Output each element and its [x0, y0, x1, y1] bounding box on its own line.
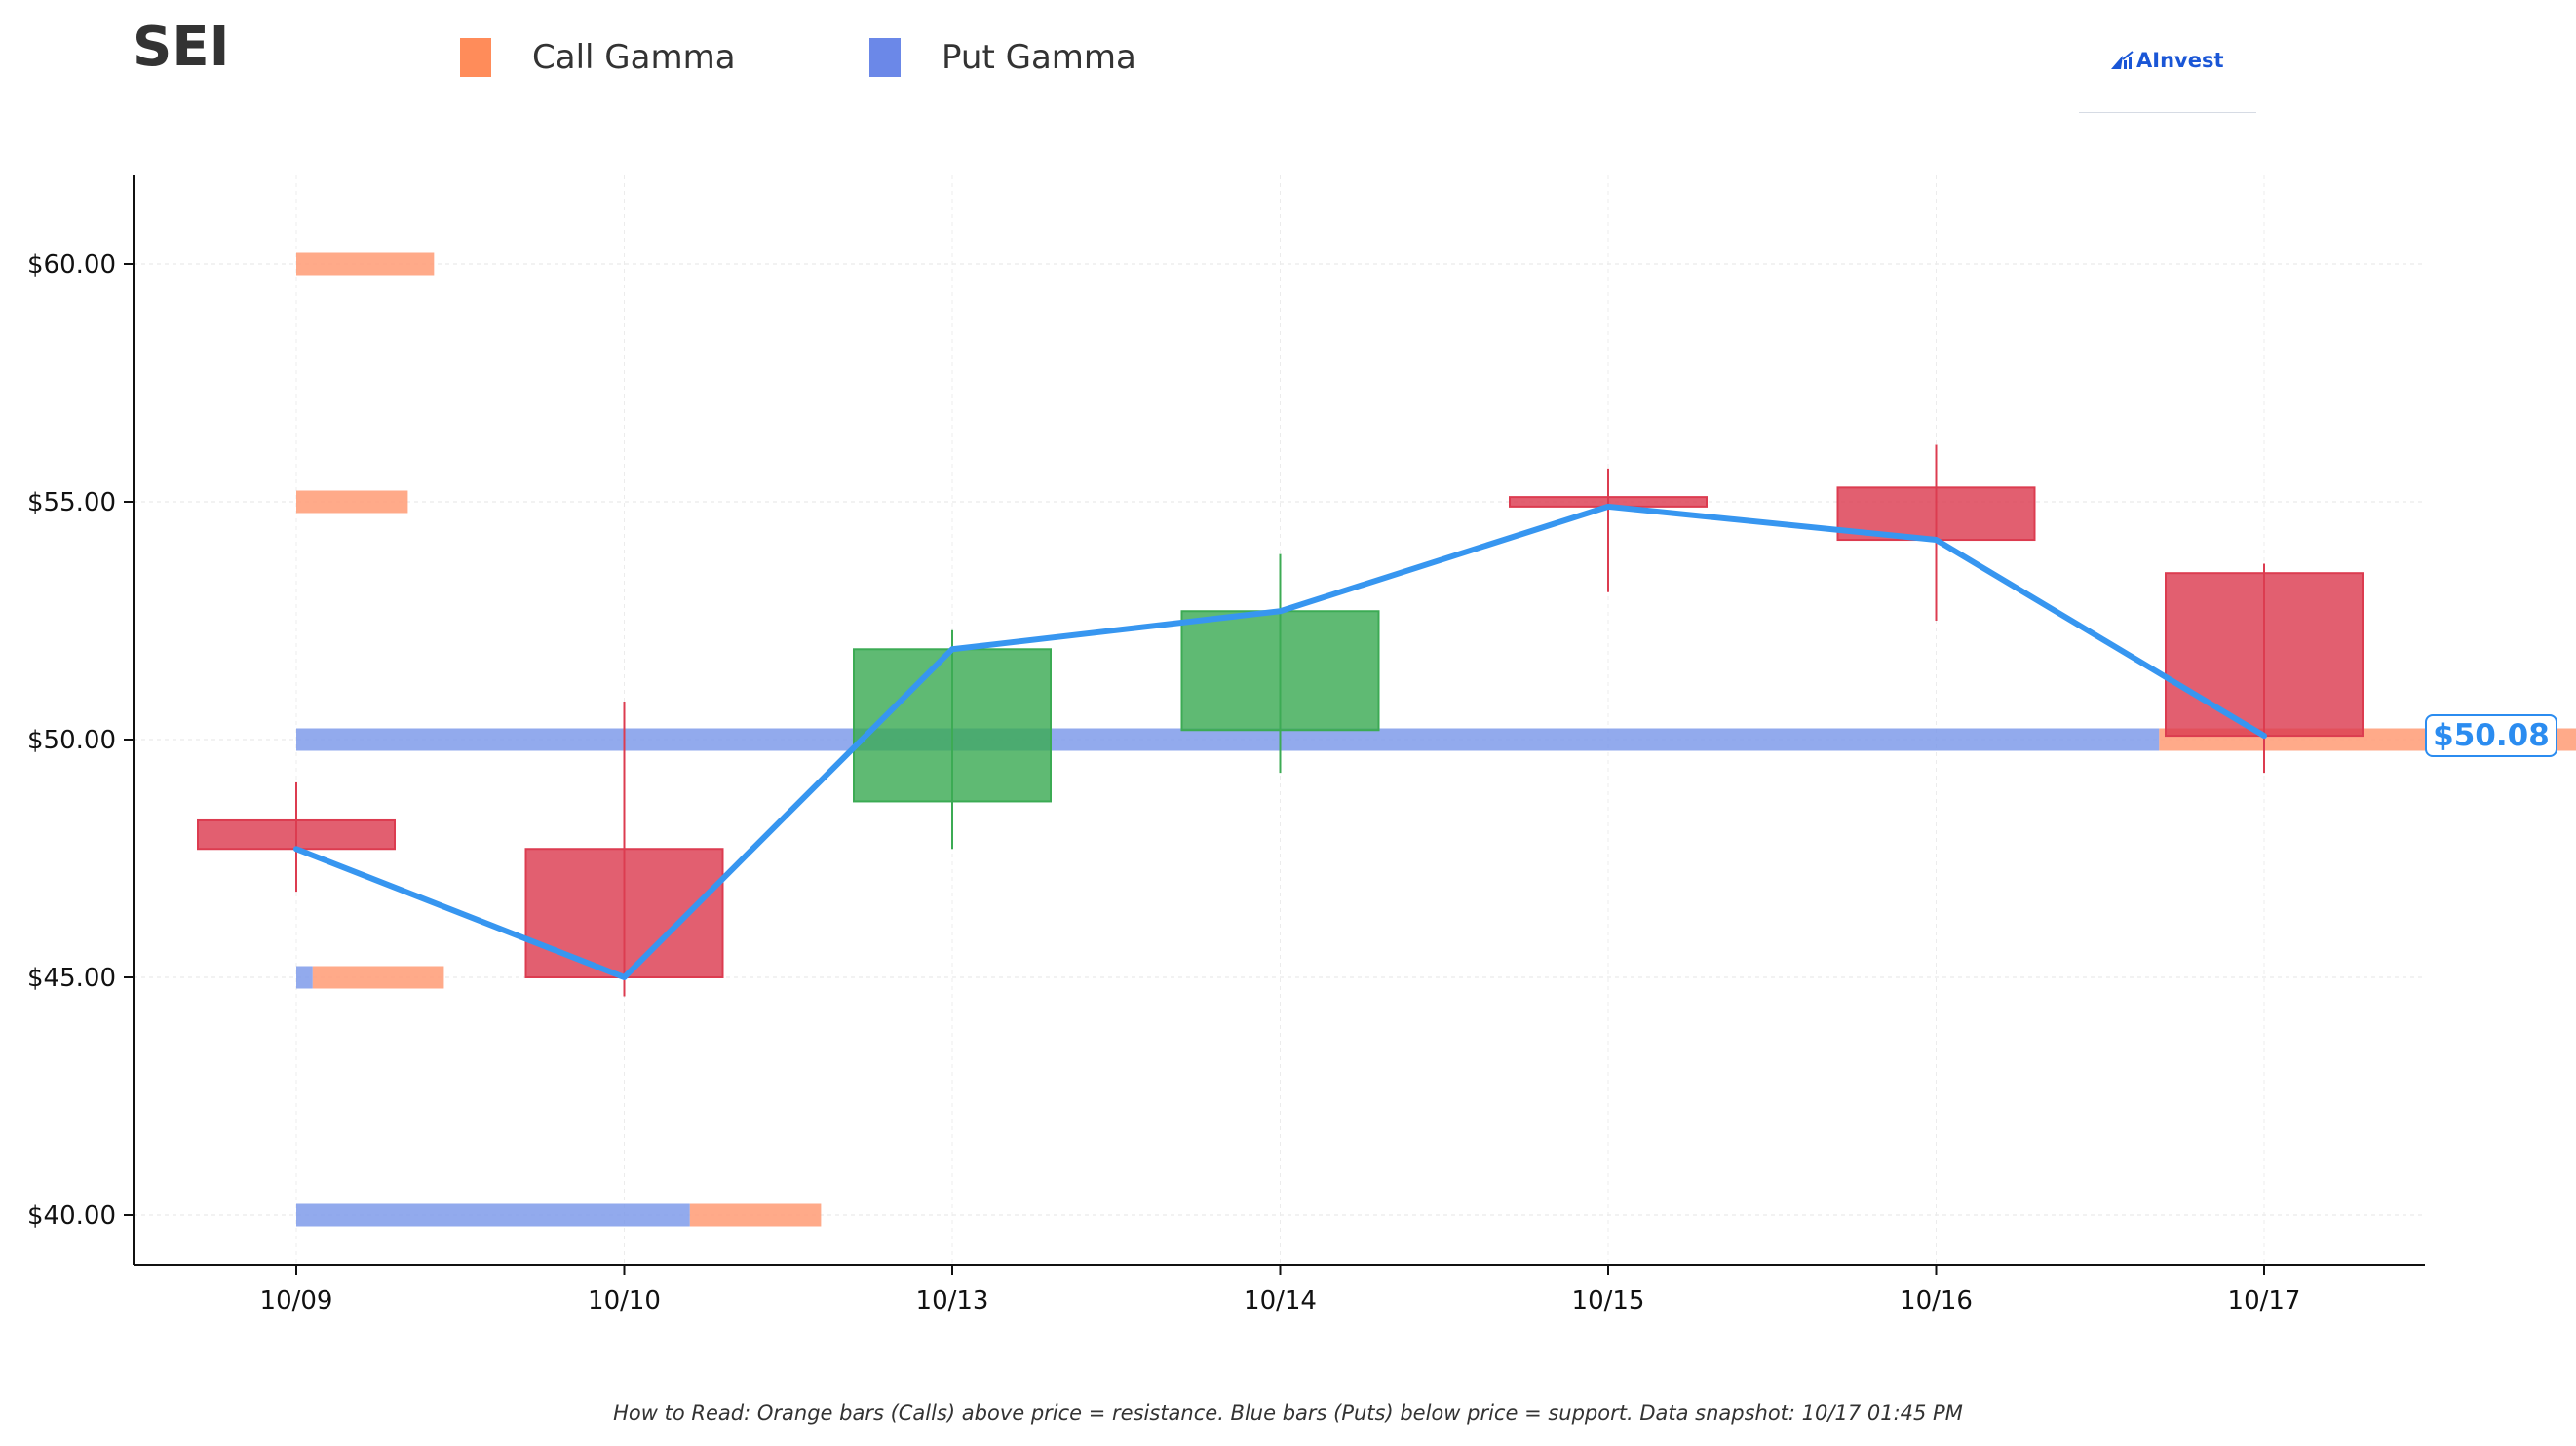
y-tick-label: $45.00 — [27, 964, 116, 993]
how-to-read-note: How to Read: Orange bars (Calls) above p… — [613, 1401, 1963, 1425]
ainvest-logo: AInvest — [2109, 49, 2224, 72]
x-tick-label: 10/15 — [1572, 1286, 1645, 1315]
put-gamma-bar — [296, 728, 2160, 751]
legend-label-call-gamma: Call Gamma — [532, 38, 736, 77]
legend-call-gamma: Call Gamma — [460, 33, 736, 82]
legend-label-put-gamma: Put Gamma — [942, 38, 1136, 77]
x-tick-label: 10/17 — [2228, 1286, 2301, 1315]
price-line — [293, 503, 2267, 980]
candle-body — [2165, 572, 2364, 738]
put-gamma-bar — [296, 1203, 690, 1227]
call-gamma-bar — [296, 252, 435, 276]
candle-body — [197, 818, 396, 851]
current-price-badge: $50.08 — [2425, 714, 2557, 757]
put-gamma-bar — [296, 966, 313, 989]
y-tick-label: $40.00 — [27, 1201, 116, 1231]
put-gamma-swatch — [869, 38, 901, 77]
y-tick-label: $55.00 — [27, 488, 116, 517]
x-tick-label: 10/09 — [260, 1286, 333, 1315]
ainvest-logo-text: AInvest — [2136, 49, 2224, 72]
candle-body — [524, 848, 724, 978]
y-tick-label: $60.00 — [27, 250, 116, 280]
y-tick-label: $50.00 — [27, 726, 116, 755]
call-gamma-bar — [312, 966, 444, 989]
x-tick-label: 10/13 — [916, 1286, 989, 1315]
call-gamma-bar — [296, 490, 408, 514]
ticker-title: SEI — [133, 16, 230, 79]
call-gamma-bar — [689, 1203, 822, 1227]
x-tick-label: 10/10 — [588, 1286, 661, 1315]
logo-divider — [2079, 112, 2256, 113]
candle-body — [1180, 610, 1380, 732]
legend-put-gamma: Put Gamma — [869, 33, 1136, 82]
x-tick-label: 10/16 — [1900, 1286, 1973, 1315]
ainvest-logo-icon — [2111, 51, 2134, 69]
x-tick-label: 10/14 — [1244, 1286, 1317, 1315]
call-gamma-swatch — [460, 38, 491, 77]
candle-body — [853, 648, 1052, 803]
